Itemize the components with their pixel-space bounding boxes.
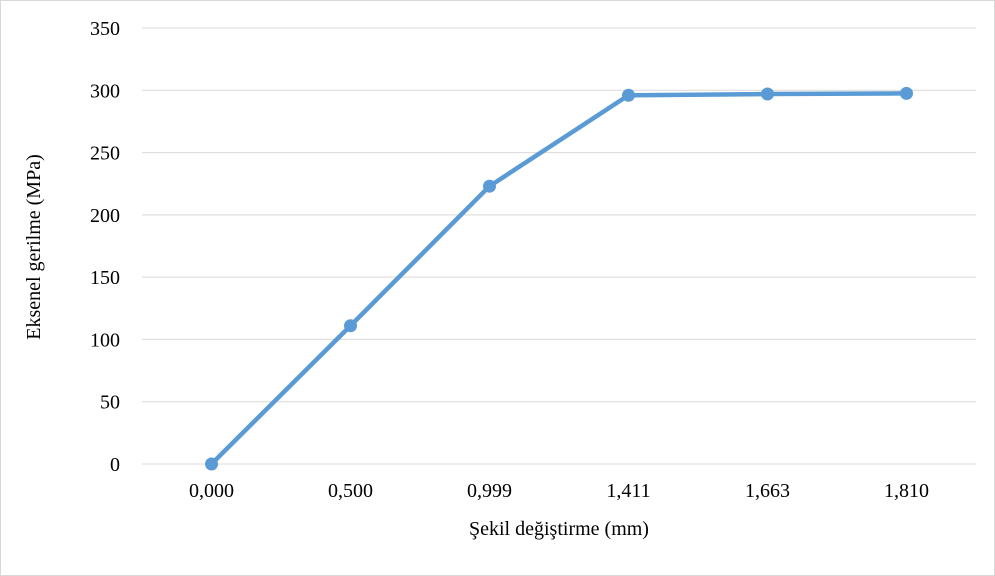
data-point (900, 86, 913, 100)
series-line (209, 91, 909, 467)
x-tick-label: 0,500 (328, 480, 373, 502)
x-tick-labels: 0,000 0,500 0,999 1,411 1,663 1,810 (189, 480, 929, 502)
y-tick-label: 50 (100, 392, 120, 414)
x-tick-label: 1,411 (606, 480, 650, 502)
y-tick-label: 0 (110, 454, 120, 476)
y-tick-label: 300 (90, 80, 120, 102)
data-point (205, 457, 218, 471)
series-group (205, 86, 913, 471)
y-tick-label: 200 (90, 205, 120, 227)
y-tick-label: 250 (90, 143, 120, 165)
data-point (483, 179, 496, 193)
x-tick-label: 0,999 (467, 480, 512, 502)
y-tick-label: 100 (90, 329, 120, 351)
y-tick-label: 150 (90, 267, 120, 289)
data-point (622, 88, 635, 102)
y-tick-label: 350 (90, 18, 120, 40)
x-axis-title: Şekil değiştirme (mm) (469, 518, 649, 540)
data-point (344, 319, 357, 333)
x-tick-label: 1,810 (884, 480, 929, 502)
data-point (761, 87, 774, 101)
y-axis-title: Eksenel gerilme (MPa) (23, 154, 45, 340)
y-tick-labels: 0 50 100 150 200 250 300 350 (90, 18, 120, 476)
x-tick-label: 0,000 (189, 480, 234, 502)
gridlines (142, 27, 976, 465)
x-tick-label: 1,663 (745, 480, 790, 502)
